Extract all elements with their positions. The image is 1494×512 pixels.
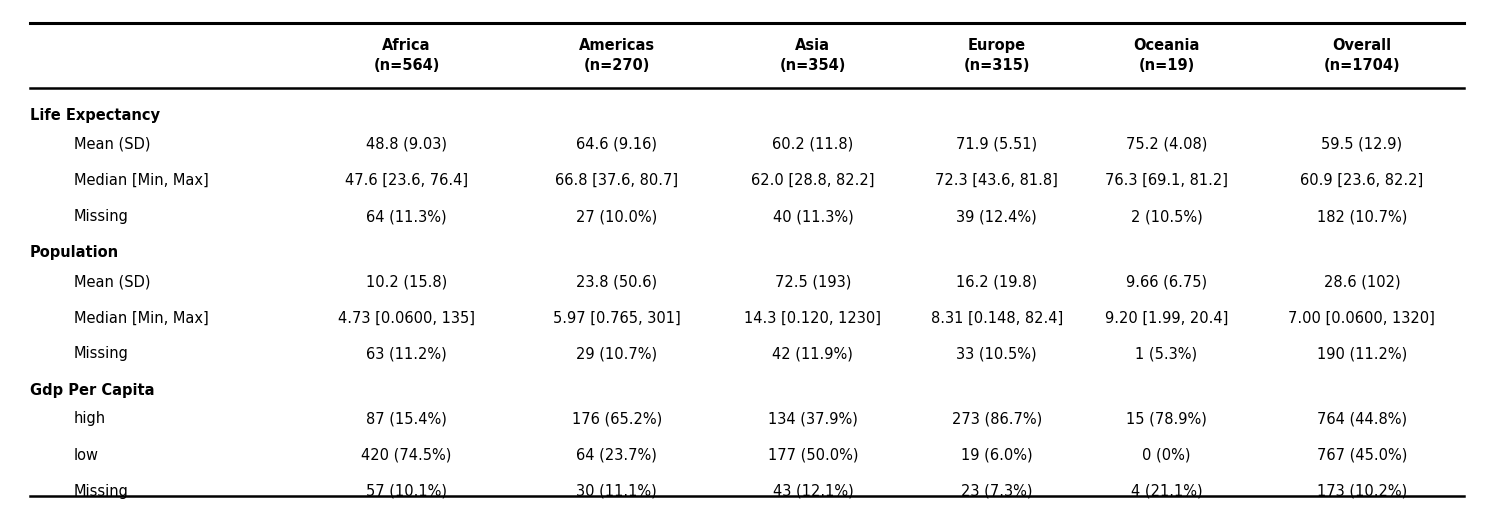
Text: 767 (45.0%): 767 (45.0%) [1316,447,1407,463]
Text: 2 (10.5%): 2 (10.5%) [1131,209,1203,224]
Text: 27 (10.0%): 27 (10.0%) [577,209,657,224]
Text: 0 (0%): 0 (0%) [1143,447,1191,463]
Text: Gdp Per Capita: Gdp Per Capita [30,382,154,398]
Text: Missing: Missing [73,347,128,361]
Text: 48.8 (9.03): 48.8 (9.03) [366,137,447,152]
Text: 72.3 [43.6, 81.8]: 72.3 [43.6, 81.8] [935,173,1058,188]
Text: 47.6 [23.6, 76.4]: 47.6 [23.6, 76.4] [345,173,468,188]
Text: 64 (23.7%): 64 (23.7%) [577,447,657,463]
Text: 176 (65.2%): 176 (65.2%) [572,412,662,426]
Text: 5.97 [0.765, 301]: 5.97 [0.765, 301] [553,310,681,325]
Text: 40 (11.3%): 40 (11.3%) [772,209,853,224]
Text: Median [Min, Max]: Median [Min, Max] [73,310,208,325]
Text: 19 (6.0%): 19 (6.0%) [961,447,1032,463]
Text: 16.2 (19.8): 16.2 (19.8) [956,274,1037,289]
Text: Missing: Missing [73,484,128,499]
Text: 76.3 [69.1, 81.2]: 76.3 [69.1, 81.2] [1106,173,1228,188]
Text: Americas
(n=270): Americas (n=270) [578,38,654,73]
Text: 59.5 (12.9): 59.5 (12.9) [1321,137,1403,152]
Text: 64.6 (9.16): 64.6 (9.16) [577,137,657,152]
Text: low: low [73,447,99,463]
Text: 273 (86.7%): 273 (86.7%) [952,412,1041,426]
Text: Life Expectancy: Life Expectancy [30,108,160,123]
Text: 9.66 (6.75): 9.66 (6.75) [1126,274,1207,289]
Text: Population: Population [30,245,118,260]
Text: 173 (10.2%): 173 (10.2%) [1316,484,1407,499]
Text: 29 (10.7%): 29 (10.7%) [577,347,657,361]
Text: 60.9 [23.6, 82.2]: 60.9 [23.6, 82.2] [1300,173,1424,188]
Text: Mean (SD): Mean (SD) [73,137,149,152]
Text: 60.2 (11.8): 60.2 (11.8) [772,137,853,152]
Text: 190 (11.2%): 190 (11.2%) [1316,347,1407,361]
Text: 23 (7.3%): 23 (7.3%) [961,484,1032,499]
Text: 182 (10.7%): 182 (10.7%) [1316,209,1407,224]
Text: 8.31 [0.148, 82.4]: 8.31 [0.148, 82.4] [931,310,1062,325]
Text: Mean (SD): Mean (SD) [73,274,149,289]
Text: 177 (50.0%): 177 (50.0%) [768,447,858,463]
Text: 57 (10.1%): 57 (10.1%) [366,484,447,499]
Text: 134 (37.9%): 134 (37.9%) [768,412,858,426]
Text: 14.3 [0.120, 1230]: 14.3 [0.120, 1230] [744,310,881,325]
Text: Europe
(n=315): Europe (n=315) [964,38,1029,73]
Text: 7.00 [0.0600, 1320]: 7.00 [0.0600, 1320] [1288,310,1436,325]
Text: 1 (5.3%): 1 (5.3%) [1135,347,1198,361]
Text: Missing: Missing [73,209,128,224]
Text: 71.9 (5.51): 71.9 (5.51) [956,137,1037,152]
Text: 420 (74.5%): 420 (74.5%) [362,447,451,463]
Text: 75.2 (4.08): 75.2 (4.08) [1126,137,1207,152]
Text: Asia
(n=354): Asia (n=354) [780,38,846,73]
Text: 4 (21.1%): 4 (21.1%) [1131,484,1203,499]
Text: 66.8 [37.6, 80.7]: 66.8 [37.6, 80.7] [556,173,678,188]
Text: 42 (11.9%): 42 (11.9%) [772,347,853,361]
Text: 30 (11.1%): 30 (11.1%) [577,484,657,499]
Text: 39 (12.4%): 39 (12.4%) [956,209,1037,224]
Text: 43 (12.1%): 43 (12.1%) [772,484,853,499]
Text: 764 (44.8%): 764 (44.8%) [1316,412,1407,426]
Text: 64 (11.3%): 64 (11.3%) [366,209,447,224]
Text: 28.6 (102): 28.6 (102) [1324,274,1400,289]
Text: high: high [73,412,106,426]
Text: 87 (15.4%): 87 (15.4%) [366,412,447,426]
Text: 23.8 (50.6): 23.8 (50.6) [577,274,657,289]
Text: 62.0 [28.8, 82.2]: 62.0 [28.8, 82.2] [751,173,874,188]
Text: 33 (10.5%): 33 (10.5%) [956,347,1037,361]
Text: 10.2 (15.8): 10.2 (15.8) [366,274,447,289]
Text: 9.20 [1.99, 20.4]: 9.20 [1.99, 20.4] [1104,310,1228,325]
Text: 4.73 [0.0600, 135]: 4.73 [0.0600, 135] [338,310,475,325]
Text: Africa
(n=564): Africa (n=564) [374,38,439,73]
Text: Oceania
(n=19): Oceania (n=19) [1134,38,1200,73]
Text: Median [Min, Max]: Median [Min, Max] [73,173,208,188]
Text: 63 (11.2%): 63 (11.2%) [366,347,447,361]
Text: Overall
(n=1704): Overall (n=1704) [1324,38,1400,73]
Text: 15 (78.9%): 15 (78.9%) [1126,412,1207,426]
Text: 72.5 (193): 72.5 (193) [775,274,852,289]
